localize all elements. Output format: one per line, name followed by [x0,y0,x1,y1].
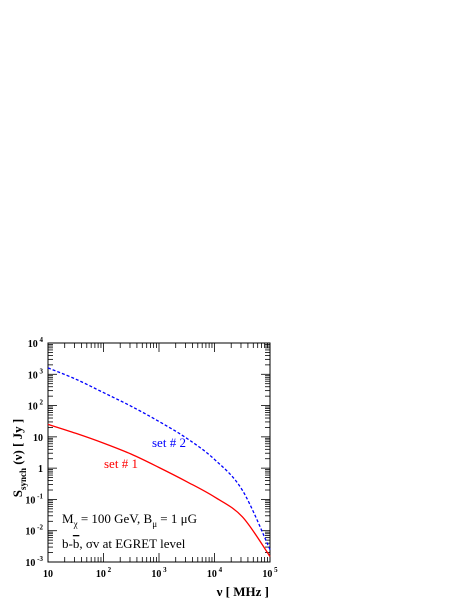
y-tick-label: 10 -3 [25,555,43,569]
plot-area [47,342,271,563]
axis-tick-labels: 10 10 2 10 3 10 4 10 5 10 -3 10 -2 10 -1 1 10 10 2… [25,336,278,580]
x-tick-label: 10 2 [96,566,112,580]
x-tick-label: 10 4 [207,566,223,580]
x-axis-label: ν [ MHz ] [216,584,269,599]
axis-ticks [47,342,271,563]
series-lines [47,367,271,557]
series-line-set-1 [47,423,271,557]
x-tick-label: 10 [43,569,53,580]
y-tick-label: 10 4 [28,336,44,350]
y-tick-label: 10 -1 [25,492,43,506]
x-tick-label: 10 5 [262,566,278,580]
annotation-mass-field: Mχ = 100 GeV, Bμ = 1 μG [62,511,197,529]
y-tick-label: 10 [33,433,43,444]
series-label-set-1: set # 1 [104,456,138,471]
y-tick-label: 1 [38,464,43,475]
y-tick-label: 10 -2 [25,524,43,538]
y-axis-label: Ssynch (ν) [ Jy ] [10,419,28,497]
plot-frame [47,342,271,563]
y-tick-label: 10 3 [28,367,44,381]
y-tick-label: 10 2 [28,399,44,413]
annotation-channel: b-b, σv at EGRET level [62,536,186,551]
series-label-set-2: set # 2 [152,435,186,450]
x-tick-label: 10 3 [151,566,167,580]
